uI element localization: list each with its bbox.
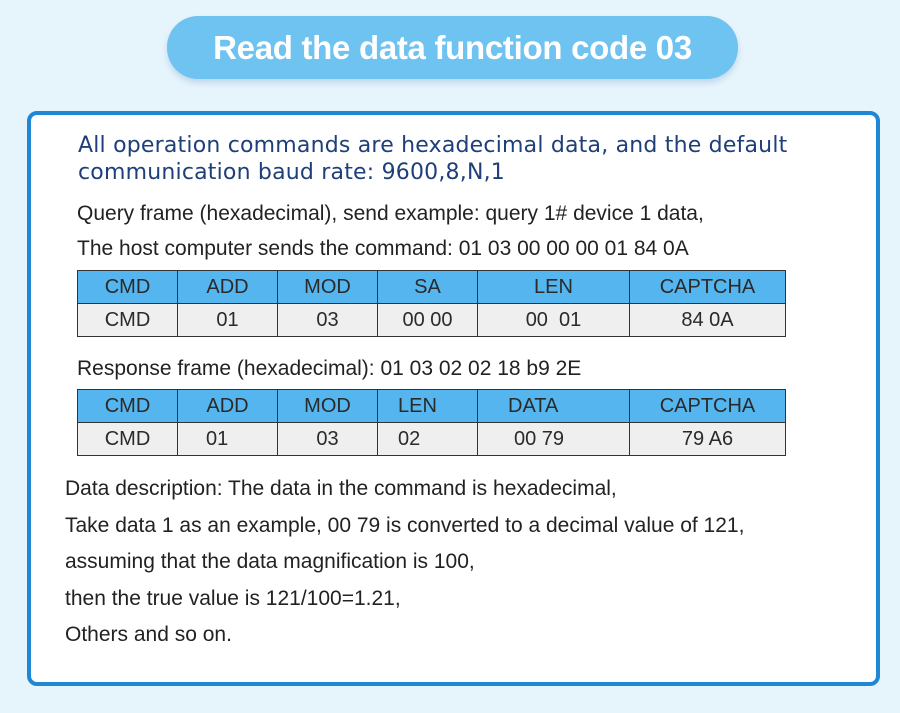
table-cell: 03	[277, 303, 378, 337]
table-cell: 84 0A	[629, 303, 786, 337]
description-line: Data description: The data in the comman…	[65, 477, 617, 500]
table-row: CMD 01 03 02 00 79 79 A6	[77, 422, 786, 456]
table-header-cell: CAPTCHA	[629, 389, 786, 423]
page-title: Read the data function code 03	[213, 28, 692, 66]
table-cell: 01	[177, 303, 278, 337]
table-cell: CMD	[77, 303, 178, 337]
table-header-cell: LEN	[377, 389, 478, 423]
content-card: All operation commands are hexadecimal d…	[27, 111, 880, 686]
table-cell: 00 79	[477, 422, 630, 456]
table-cell: CMD	[77, 422, 178, 456]
intro-text: All operation commands are hexadecimal d…	[78, 133, 788, 185]
table-header-cell: LEN	[477, 270, 630, 304]
table-header-row: CMD ADD MOD SA LEN CAPTCHA	[77, 270, 786, 304]
table-cell: 79 A6	[629, 422, 786, 456]
table-header-cell: CMD	[77, 389, 178, 423]
table-cell: 00 00	[377, 303, 478, 337]
table-header-row: CMD ADD MOD LEN DATA CAPTCHA	[77, 389, 786, 423]
table-cell: 03	[277, 422, 378, 456]
query-command: The host computer sends the command: 01 …	[77, 237, 689, 260]
table-header-cell: CMD	[77, 270, 178, 304]
table-header-cell: SA	[377, 270, 478, 304]
query-frame-table: CMD ADD MOD SA LEN CAPTCHA CMD 01 03 00 …	[77, 270, 786, 337]
table-cell: 00 01	[477, 303, 630, 337]
title-banner: Read the data function code 03	[167, 16, 738, 79]
description-line: then the true value is 121/100=1.21,	[65, 587, 401, 610]
table-cell: 02	[377, 422, 478, 456]
table-header-cell: CAPTCHA	[629, 270, 786, 304]
table-header-cell: MOD	[277, 270, 378, 304]
description-line: Take data 1 as an example, 00 79 is conv…	[65, 514, 745, 537]
response-description: Response frame (hexadecimal): 01 03 02 0…	[77, 357, 582, 380]
table-header-cell: DATA	[477, 389, 630, 423]
table-header-cell: MOD	[277, 389, 378, 423]
description-line: Others and so on.	[65, 623, 232, 646]
table-header-cell: ADD	[177, 389, 278, 423]
table-row: CMD 01 03 00 00 00 01 84 0A	[77, 303, 786, 337]
table-header-cell: ADD	[177, 270, 278, 304]
response-frame-table: CMD ADD MOD LEN DATA CAPTCHA CMD 01 03 0…	[77, 389, 786, 456]
description-line: assuming that the data magnification is …	[65, 550, 475, 573]
table-cell: 01	[177, 422, 278, 456]
query-description: Query frame (hexadecimal), send example:…	[77, 202, 704, 225]
